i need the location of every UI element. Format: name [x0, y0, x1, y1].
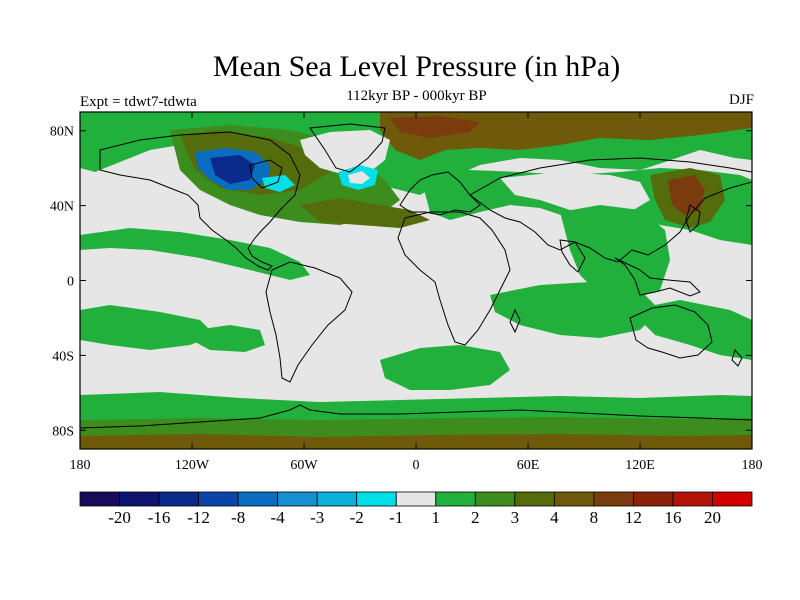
lon-tick-label: 120W: [175, 458, 210, 473]
colorbar: -20 -16 -12 -8 -4 -3 -2 -1 1 2 3 4 8 12 16 20: [79, 491, 753, 527]
contour-greenland-white-core: [348, 171, 370, 184]
colorbar-label: 12: [625, 508, 642, 527]
contour-siberia-brown: [668, 175, 705, 215]
coast-asia: [469, 157, 752, 263]
coast-new-zealand: [731, 348, 743, 367]
colorbar-swatch: [514, 491, 555, 507]
colorbar-swatch: [672, 491, 713, 507]
lon-tick-label: 60E: [517, 458, 540, 473]
colorbar-label: 20: [704, 508, 721, 527]
colorbar-swatch: [712, 491, 753, 507]
contour-arctic-darkbrown: [390, 116, 480, 138]
colorbar-swatch: [237, 491, 279, 507]
lat-tick-label: 80N: [50, 125, 74, 140]
lat-tick-label: 0: [67, 275, 74, 290]
colorbar-label: 2: [471, 508, 480, 527]
colorbar-label: -16: [148, 508, 171, 527]
colorbar-swatch: [198, 491, 239, 507]
contour-indian-green: [490, 282, 660, 338]
colorbar-swatch: [633, 491, 674, 507]
colorbar-swatch: [277, 491, 318, 507]
contour-atlantic-brown: [300, 198, 430, 228]
colorbar-label: -2: [350, 508, 364, 527]
coast-australia: [629, 304, 713, 359]
contour-tropic-americas-green: [80, 228, 310, 280]
colorbar-swatch: [79, 491, 120, 507]
coast-north-america: [99, 131, 301, 271]
contour-na-low-core: [210, 155, 255, 184]
colorbar-label: -3: [310, 508, 324, 527]
contour-pacific-blob-green: [195, 325, 265, 352]
experiment-label: Expt = tdwt7-tdwta: [80, 94, 197, 110]
lat-tick-label: 40N: [50, 200, 74, 215]
contour-hudson-cyan: [262, 175, 295, 192]
colorbar-swatch: [119, 491, 160, 507]
colorbar-label: 8: [590, 508, 599, 527]
colorbar-swatch: [474, 491, 516, 507]
contour-asia-green: [560, 205, 670, 300]
colorbar-label: 3: [511, 508, 520, 527]
coast-hudson-bay: [249, 159, 283, 189]
colorbar-label: -4: [271, 508, 286, 527]
colorbar-label: -1: [389, 508, 403, 527]
coast-japan: [685, 204, 701, 233]
colorbar-label: 4: [550, 508, 559, 527]
contour-greenland-white: [300, 130, 390, 175]
colorbar-swatch: [435, 491, 476, 507]
coast-africa: [397, 211, 511, 346]
colorbar-swatch: [553, 491, 595, 507]
coast-india: [559, 239, 586, 273]
plot-subtitle: 112kyr BP - 000kyr BP: [346, 88, 487, 104]
colorbar-label: 1: [432, 508, 441, 527]
coast-south-america: [265, 261, 353, 383]
colorbar-swatch: [158, 491, 199, 507]
lon-tick-label: 180: [742, 458, 763, 473]
lat-tick-label: 40S: [52, 349, 74, 364]
lon-tick-label: 120E: [625, 458, 655, 473]
axis-ticks: 180 120W 60W 0 60E 120E 180 80N 40N 0 40S 80S: [50, 112, 763, 473]
contour-fields: [80, 112, 752, 449]
contour-antarctic-brown: [80, 434, 752, 449]
colorbar-swatch: [593, 491, 634, 507]
lat-tick-label: 80S: [52, 424, 74, 439]
contour-swpacific-green: [630, 300, 752, 360]
colorbar-label: -8: [231, 508, 245, 527]
map-panel: [79, 111, 753, 450]
lon-tick-label: 180: [70, 458, 91, 473]
coast-madagascar: [509, 308, 521, 334]
colorbar-swatch: [316, 491, 358, 507]
colorbar-swatch: [395, 491, 437, 507]
contour-eurasia-white: [500, 172, 650, 215]
coast-antarctica: [80, 404, 752, 429]
colorbar-swatch: [356, 491, 397, 507]
colorbar-label: -20: [108, 508, 131, 527]
colorbar-label: 16: [664, 508, 681, 527]
coast-greenland: [309, 123, 386, 173]
lon-tick-label: 0: [413, 458, 420, 473]
colorbar-label: -12: [187, 508, 210, 527]
coast-southeast-asia: [614, 257, 701, 297]
plot-title: Mean Sea Level Pressure (in hPa): [212, 50, 621, 83]
season-label: DJF: [728, 92, 754, 108]
lon-tick-label: 60W: [290, 458, 318, 473]
contour-satlantic-green: [380, 345, 510, 390]
coastlines: [80, 123, 752, 429]
contour-sepacific-green: [80, 305, 215, 350]
